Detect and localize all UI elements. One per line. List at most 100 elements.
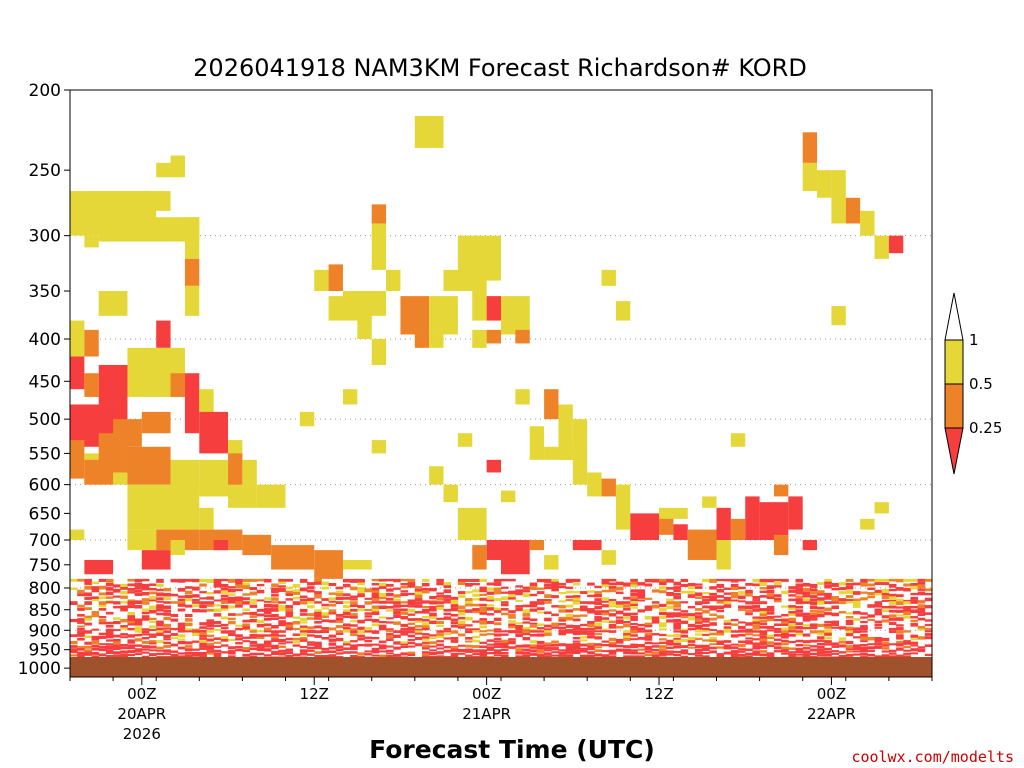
heatmap-cell bbox=[730, 646, 739, 650]
heatmap-cell bbox=[213, 604, 222, 607]
heatmap-cell bbox=[896, 601, 904, 606]
heatmap-cell bbox=[709, 592, 717, 596]
heatmap-cell bbox=[881, 644, 890, 647]
heatmap-cell bbox=[98, 364, 128, 405]
heatmap-cell bbox=[594, 649, 602, 653]
heatmap-cell bbox=[314, 644, 322, 648]
heatmap-cell bbox=[515, 608, 523, 612]
heatmap-cell bbox=[644, 641, 653, 645]
heatmap-cell bbox=[802, 601, 811, 604]
heatmap-cell bbox=[773, 581, 782, 586]
heatmap-cell bbox=[149, 625, 157, 629]
heatmap-cell bbox=[105, 621, 114, 625]
heatmap-cell bbox=[766, 644, 775, 647]
heatmap-cell bbox=[903, 652, 911, 655]
heatmap-cell bbox=[127, 647, 136, 650]
heatmap-cell bbox=[421, 655, 430, 658]
heatmap-cell bbox=[831, 626, 840, 629]
heatmap-cell bbox=[766, 654, 775, 658]
heatmap-cell bbox=[177, 622, 186, 626]
heatmap-cell bbox=[666, 650, 674, 653]
heatmap-cell bbox=[436, 592, 444, 595]
heatmap-cell bbox=[98, 585, 107, 590]
heatmap-cell bbox=[314, 581, 322, 585]
heatmap-cell bbox=[623, 612, 631, 617]
heatmap-cell bbox=[565, 624, 574, 629]
heatmap-cell bbox=[910, 616, 919, 619]
heatmap-cell bbox=[400, 590, 409, 593]
heatmap-cell bbox=[199, 626, 207, 629]
heatmap-cell bbox=[738, 600, 746, 603]
heatmap-cell bbox=[493, 637, 502, 641]
heatmap-cell bbox=[738, 586, 746, 590]
heatmap-cell bbox=[350, 608, 358, 612]
heatmap-cell bbox=[149, 645, 157, 649]
heatmap-cell bbox=[896, 598, 904, 602]
heatmap-cell bbox=[630, 649, 638, 652]
heatmap-cell bbox=[414, 115, 444, 148]
heatmap-cell bbox=[342, 630, 351, 633]
heatmap-cell bbox=[802, 644, 811, 647]
heatmap-cell bbox=[773, 534, 789, 556]
heatmap-cell bbox=[788, 640, 796, 644]
heatmap-cell bbox=[493, 610, 502, 613]
heatmap-cell bbox=[831, 599, 840, 602]
heatmap-cell bbox=[601, 597, 610, 601]
heatmap-cell bbox=[393, 646, 401, 650]
heatmap-cell bbox=[623, 648, 631, 652]
heatmap-cell bbox=[572, 419, 588, 485]
heatmap-cell bbox=[558, 654, 567, 657]
heatmap-cell bbox=[896, 624, 904, 627]
heatmap-cell bbox=[407, 608, 416, 613]
heatmap-cell bbox=[127, 639, 136, 643]
credit-text[interactable]: coolwx.com/modelts bbox=[851, 748, 1014, 766]
heatmap-cell bbox=[91, 596, 100, 600]
heatmap-cell bbox=[809, 598, 818, 602]
heatmap-cell bbox=[723, 626, 732, 630]
heatmap-cell bbox=[105, 611, 114, 615]
heatmap-cell bbox=[881, 582, 890, 586]
heatmap-cell bbox=[342, 623, 351, 627]
heatmap-cell bbox=[896, 609, 904, 613]
heatmap-cell bbox=[666, 615, 674, 618]
heatmap-cell bbox=[615, 601, 624, 605]
heatmap-cell bbox=[98, 635, 107, 639]
heatmap-cell bbox=[127, 578, 136, 582]
heatmap-cell bbox=[852, 582, 861, 586]
heatmap-cell bbox=[400, 296, 430, 335]
heatmap-cell bbox=[587, 620, 595, 625]
heatmap-cell bbox=[630, 629, 638, 632]
heatmap-cell bbox=[759, 643, 768, 646]
heatmap-cell bbox=[141, 648, 150, 651]
heatmap-cell bbox=[723, 651, 732, 655]
heatmap-cell bbox=[127, 641, 136, 644]
heatmap-cell bbox=[788, 623, 796, 627]
heatmap-cell bbox=[666, 605, 674, 610]
heatmap-cell bbox=[924, 653, 933, 656]
heatmap-cell bbox=[694, 633, 703, 636]
heatmap-cell bbox=[465, 650, 473, 653]
heatmap-cell bbox=[120, 618, 128, 623]
heatmap-cell bbox=[307, 630, 315, 634]
heatmap-cell bbox=[709, 632, 717, 636]
heatmap-cell bbox=[105, 624, 114, 628]
heatmap-cell bbox=[285, 624, 294, 629]
heatmap-cell bbox=[421, 583, 430, 587]
heatmap-cell bbox=[105, 596, 114, 599]
heatmap-cell bbox=[838, 637, 847, 640]
heatmap-cell bbox=[91, 628, 100, 631]
heatmap-cell bbox=[551, 626, 559, 629]
heatmap-cell bbox=[400, 611, 409, 615]
heatmap-cell bbox=[429, 608, 437, 612]
heatmap-cell bbox=[479, 620, 488, 625]
heatmap-cell bbox=[127, 583, 136, 587]
heatmap-cell bbox=[651, 621, 660, 624]
heatmap-cell bbox=[192, 586, 200, 591]
heatmap-cell bbox=[149, 609, 157, 614]
heatmap-cell bbox=[271, 583, 279, 588]
heatmap-cell bbox=[888, 617, 897, 621]
heatmap-cell bbox=[723, 587, 732, 590]
heatmap-cell bbox=[659, 625, 667, 628]
heatmap-cell bbox=[77, 604, 85, 608]
heatmap-cell bbox=[522, 593, 531, 598]
